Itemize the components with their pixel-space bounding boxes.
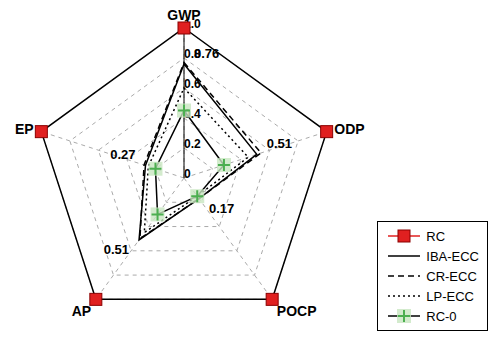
svg-text:0.27: 0.27	[110, 147, 135, 162]
svg-text:EP: EP	[15, 121, 34, 137]
html-text:RC: RC	[426, 228, 445, 244]
svg-text:0.51: 0.51	[267, 136, 292, 151]
html-text:LP-ECC: LP-ECC	[426, 288, 474, 304]
svg-text:0.2: 0.2	[184, 137, 201, 151]
html-text:CR-ECC: CR-ECC	[426, 268, 477, 284]
svg-text:0.51: 0.51	[104, 242, 129, 257]
svg-text:0.17: 0.17	[209, 201, 234, 216]
svg-text:0.8: 0.8	[184, 47, 201, 61]
svg-text:ODP: ODP	[334, 121, 364, 137]
svg-text:AP: AP	[72, 303, 91, 319]
html-text:IBA-ECC: IBA-ECC	[426, 248, 479, 264]
svg-text:0.76: 0.76	[194, 46, 219, 61]
svg-text:0.4: 0.4	[184, 107, 201, 121]
svg-text:1.0: 1.0	[184, 17, 201, 31]
svg-text:POCP: POCP	[277, 303, 317, 319]
svg-text:0: 0	[184, 167, 191, 181]
html-text:RC-0: RC-0	[426, 308, 457, 324]
svg-text:0.6: 0.6	[184, 77, 201, 91]
